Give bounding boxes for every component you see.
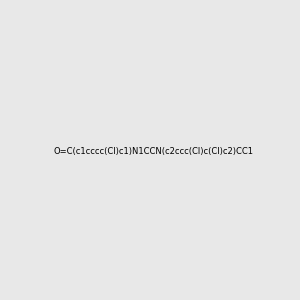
Text: O=C(c1cccc(Cl)c1)N1CCN(c2ccc(Cl)c(Cl)c2)CC1: O=C(c1cccc(Cl)c1)N1CCN(c2ccc(Cl)c(Cl)c2)… bbox=[54, 147, 254, 156]
